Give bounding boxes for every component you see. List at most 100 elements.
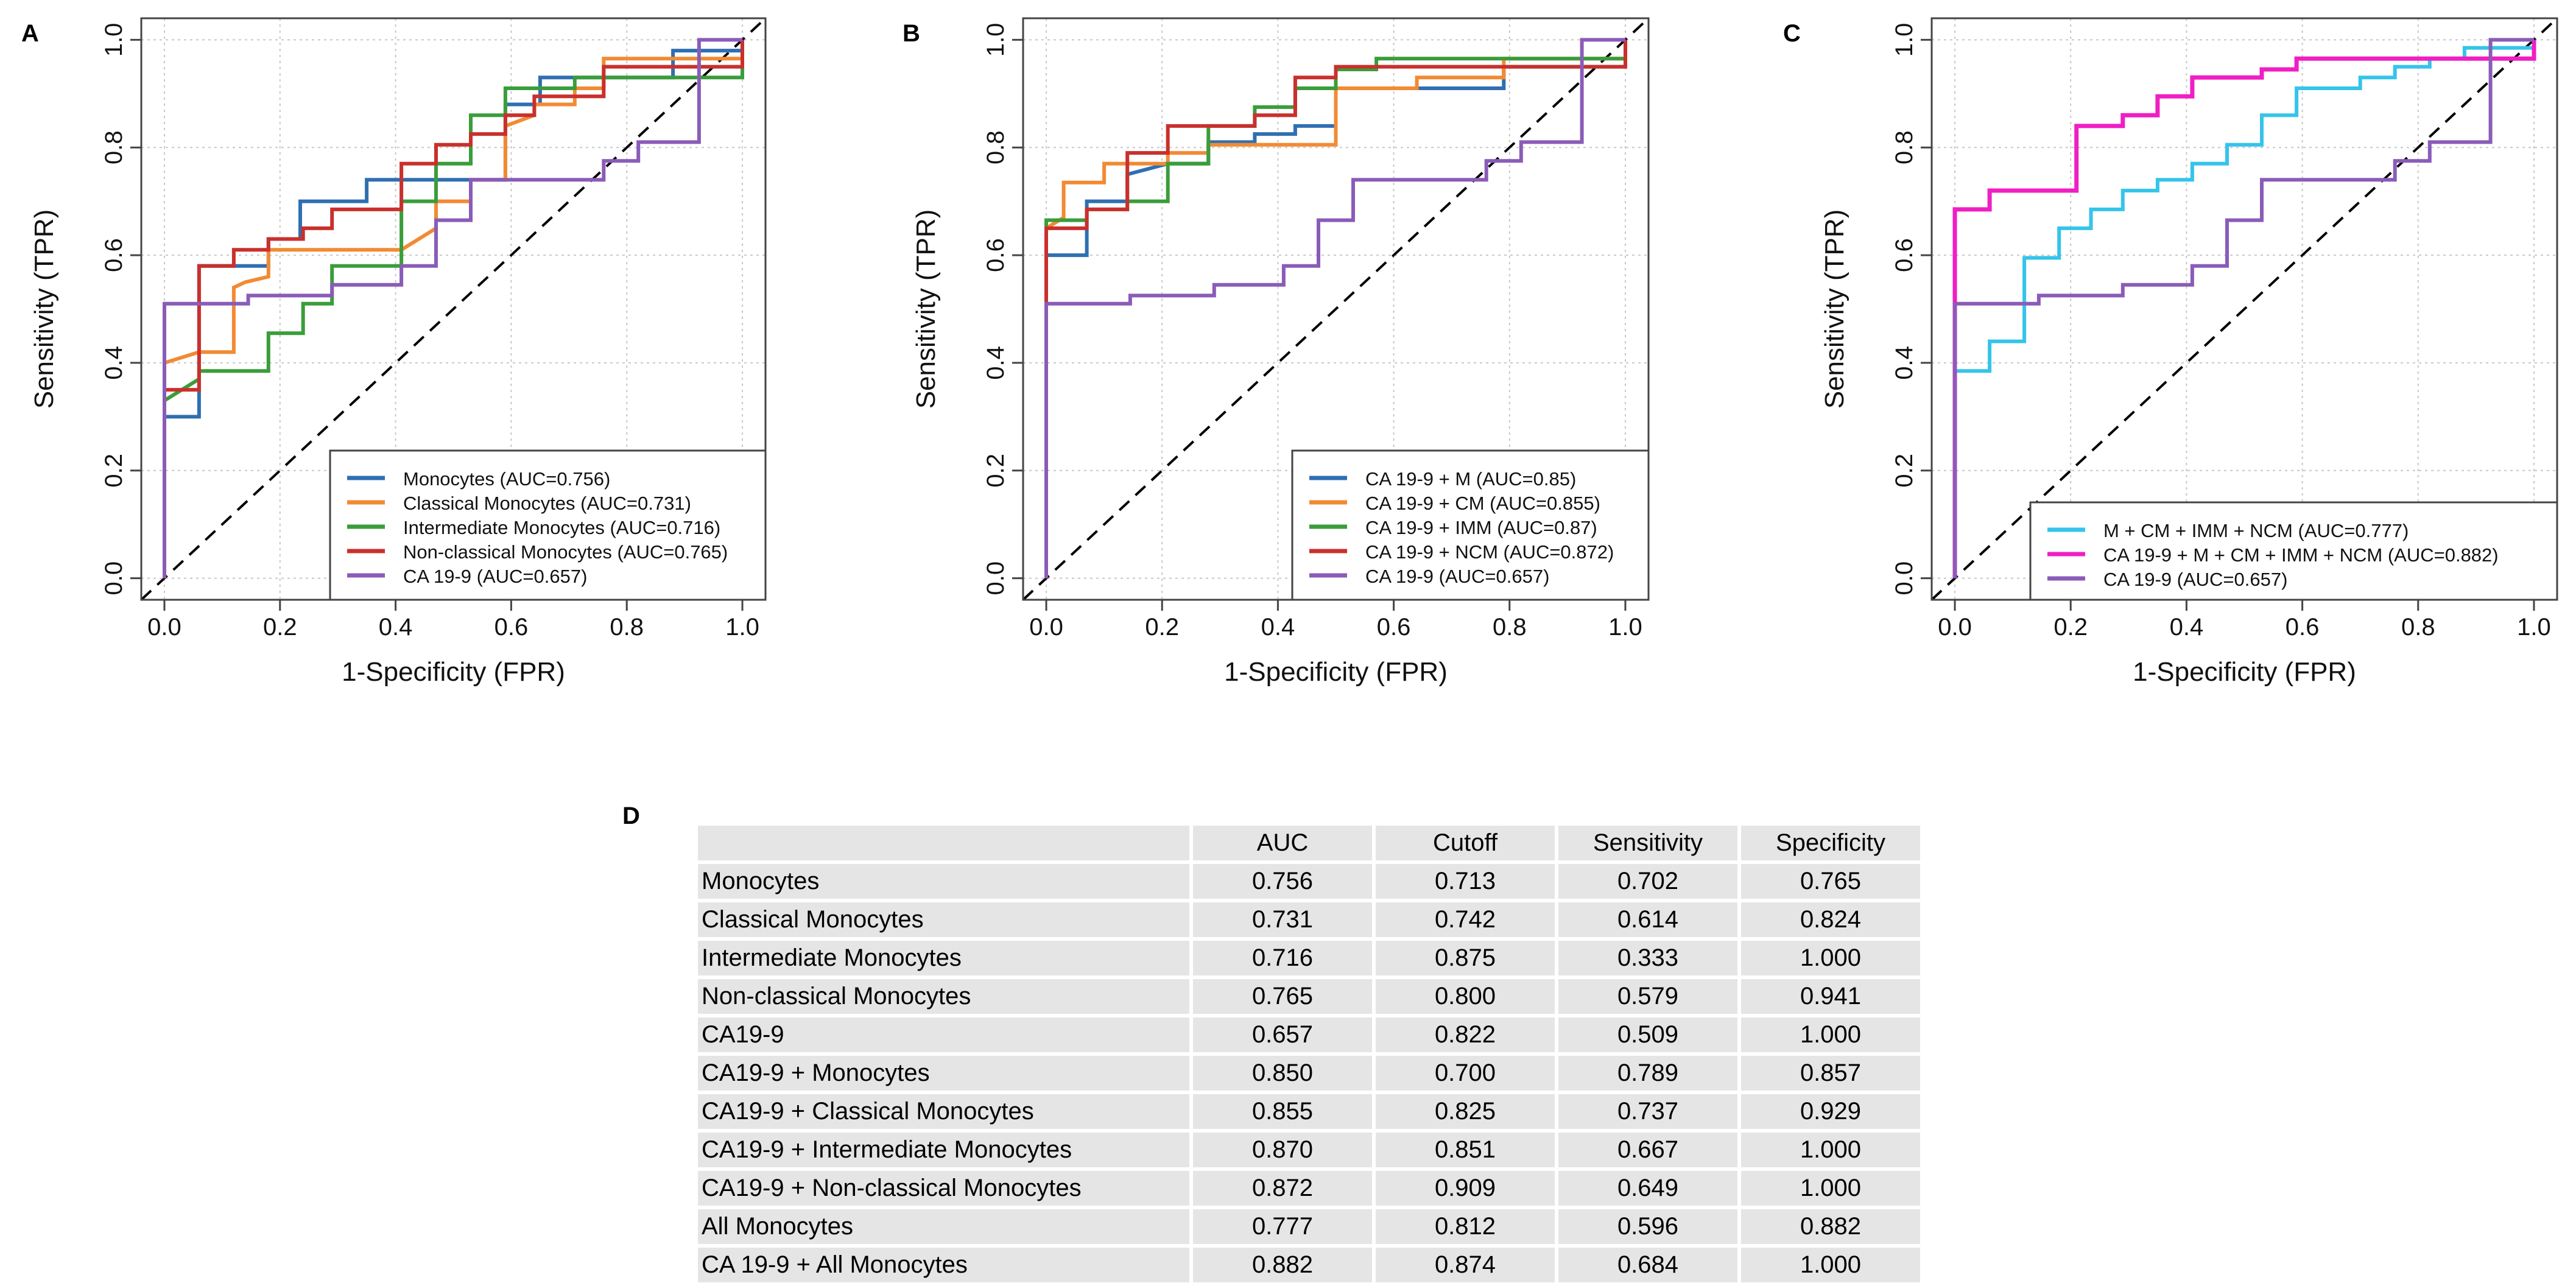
value-cell: 0.649 <box>1558 1171 1737 1206</box>
y-axis-label: Sensitivity (TPR) <box>1820 209 1849 409</box>
legend-item: Non-classical Monocytes (AUC=0.765) <box>347 541 728 563</box>
legend-item: Monocytes (AUC=0.756) <box>347 468 610 490</box>
roc-panel-b: B 0.0 0.2 0.4 0.6 0.8 1.0 0.0 0.2 0.4 0.6 0.8 1.0 1-S… <box>903 17 1650 687</box>
y-tick-label: 0.0 <box>100 561 127 596</box>
value-cell: 0.765 <box>1741 864 1920 899</box>
legend-item: M + CM + IMM + NCM (AUC=0.777) <box>2047 520 2409 541</box>
row-label-cell: All Monocytes <box>698 1209 1189 1244</box>
value-cell: 0.929 <box>1741 1094 1920 1129</box>
value-cell: 0.614 <box>1558 902 1737 937</box>
value-cell: 0.822 <box>1376 1017 1555 1052</box>
legend-label: Intermediate Monocytes (AUC=0.716) <box>403 517 720 538</box>
x-axis-label: 1-Specificity (FPR) <box>2133 657 2356 687</box>
x-tick-label: 1.0 <box>1608 614 1642 641</box>
column-header-auc: AUC <box>1193 826 1372 860</box>
value-cell: 0.855 <box>1193 1094 1372 1129</box>
legend-item: CA 19-9 (AUC=0.657) <box>347 566 587 587</box>
value-cell: 0.824 <box>1741 902 1920 937</box>
legend-item: CA 19-9 + IMM (AUC=0.87) <box>1309 517 1597 538</box>
row-label-cell: CA19-9 <box>698 1017 1189 1052</box>
row-label-cell: CA19-9 + Monocytes <box>698 1056 1189 1091</box>
roc-curve-2 <box>1952 40 2536 578</box>
value-cell: 0.800 <box>1376 979 1555 1014</box>
legend: CA 19-9 + M (AUC=0.85) CA 19-9 + CM (AUC=… <box>1291 449 1650 601</box>
x-tick-label: 0.4 <box>1261 614 1295 641</box>
value-cell: 0.333 <box>1558 941 1737 975</box>
results-table: AUC Cutoff Sensitivity Specificity Monoc… <box>694 822 1924 1286</box>
reference-diagonal-line <box>140 17 767 601</box>
value-cell: 0.716 <box>1193 941 1372 975</box>
value-cell: 0.875 <box>1376 941 1555 975</box>
value-cell: 1.000 <box>1741 1248 1920 1282</box>
row-label-cell: Monocytes <box>698 864 1189 899</box>
legend-label: CA 19-9 + M (AUC=0.85) <box>1365 468 1576 490</box>
legend-item: Classical Monocytes (AUC=0.731) <box>347 493 691 514</box>
table-row: Classical Monocytes 0.731 0.742 0.614 0.824 <box>698 902 1920 937</box>
roc-curve-1 <box>1953 46 2534 578</box>
legend-box <box>329 449 767 601</box>
value-cell: 0.870 <box>1193 1133 1372 1167</box>
table-row: CA19-9 + Non-classical Monocytes 0.872 0.9… <box>698 1171 1920 1206</box>
value-cell: 0.713 <box>1376 864 1555 899</box>
x-tick-label: 0.0 <box>1029 614 1063 641</box>
results-table-wrap: AUC Cutoff Sensitivity Specificity Monoc… <box>694 822 1924 1286</box>
x-tick-label: 0.0 <box>147 614 181 641</box>
y-tick-label: 0.2 <box>1891 454 1918 488</box>
legend-item: CA 19-9 (AUC=0.657) <box>1309 566 1549 587</box>
legend: Monocytes (AUC=0.756) Classical Monocytes… <box>329 449 767 601</box>
value-cell: 0.882 <box>1193 1248 1372 1282</box>
x-tick-label: 0.8 <box>2401 614 2435 641</box>
x-tick-label: 1.0 <box>2517 614 2551 641</box>
table-row: CA19-9 0.657 0.822 0.509 1.000 <box>698 1017 1920 1052</box>
legend-label: CA 19-9 (AUC=0.657) <box>403 566 587 587</box>
value-cell: 1.000 <box>1741 1133 1920 1167</box>
x-tick-label: 0.6 <box>1377 614 1411 641</box>
legend-label: CA 19-9 + CM (AUC=0.855) <box>1365 493 1600 514</box>
value-cell: 1.000 <box>1741 941 1920 975</box>
value-cell: 0.789 <box>1558 1056 1737 1091</box>
roc-curve-5 <box>1044 38 1625 578</box>
value-cell: 0.657 <box>1193 1017 1372 1052</box>
row-label-cell: Non-classical Monocytes <box>698 979 1189 1014</box>
y-tick-label: 0.8 <box>982 130 1009 164</box>
x-tick-label: 0.2 <box>1145 614 1179 641</box>
y-tick-label: 0.6 <box>982 238 1009 272</box>
value-cell: 0.765 <box>1193 979 1372 1014</box>
x-tick-label: 1.0 <box>725 614 759 641</box>
table-row: Non-classical Monocytes 0.765 0.800 0.579 0.… <box>698 979 1920 1014</box>
table-row: All Monocytes 0.777 0.812 0.596 0.882 <box>698 1209 1920 1244</box>
y-tick-label: 0.4 <box>100 346 127 380</box>
legend-item: CA 19-9 + M + CM + IMM + NCM (AUC=0.882) <box>2047 544 2499 566</box>
table-row: CA19-9 + Monocytes 0.850 0.700 0.789 0.857 <box>698 1056 1920 1091</box>
y-tick-label: 1.0 <box>982 23 1009 57</box>
y-tick-label: 0.6 <box>100 238 127 272</box>
value-cell: 0.756 <box>1193 864 1372 899</box>
value-cell: 0.812 <box>1376 1209 1555 1244</box>
legend-item: Intermediate Monocytes (AUC=0.716) <box>347 517 720 538</box>
roc-curve-4 <box>1044 40 1627 578</box>
table-row: Monocytes 0.756 0.713 0.702 0.765 <box>698 864 1920 899</box>
table-row: CA19-9 + Classical Monocytes 0.855 0.825 0.… <box>698 1094 1920 1129</box>
value-cell: 0.667 <box>1558 1133 1737 1167</box>
value-cell: 0.941 <box>1741 979 1920 1014</box>
y-tick-label: 0.2 <box>982 454 1009 488</box>
table-row: CA19-9 + Intermediate Monocytes 0.870 0.85… <box>698 1133 1920 1167</box>
x-tick-label: 0.6 <box>2286 614 2320 641</box>
x-axis-label: 1-Specificity (FPR) <box>342 657 565 687</box>
x-tick-label: 0.8 <box>610 614 644 641</box>
legend: M + CM + IMM + NCM (AUC=0.777) CA 19-9 + … <box>2029 501 2558 601</box>
value-cell: 0.909 <box>1376 1171 1555 1206</box>
table-body: Monocytes 0.756 0.713 0.702 0.765 Classical M… <box>698 864 1920 1282</box>
legend-label: CA 19-9 + IMM (AUC=0.87) <box>1365 517 1597 538</box>
value-cell: 0.684 <box>1558 1248 1737 1282</box>
table-row: CA 19-9 + All Monocytes 0.882 0.874 0.684 1.… <box>698 1248 1920 1282</box>
legend-item: CA 19-9 + CM (AUC=0.855) <box>1309 493 1600 514</box>
panel-letter-a: A <box>21 20 39 47</box>
row-label-cell: CA19-9 + Non-classical Monocytes <box>698 1171 1189 1206</box>
x-tick-label: 0.4 <box>2170 614 2204 641</box>
y-tick-label: 1.0 <box>1891 23 1918 57</box>
value-cell: 0.702 <box>1558 864 1737 899</box>
value-cell: 0.882 <box>1741 1209 1920 1244</box>
value-cell: 1.000 <box>1741 1017 1920 1052</box>
panel-letter-d: D <box>622 803 640 829</box>
